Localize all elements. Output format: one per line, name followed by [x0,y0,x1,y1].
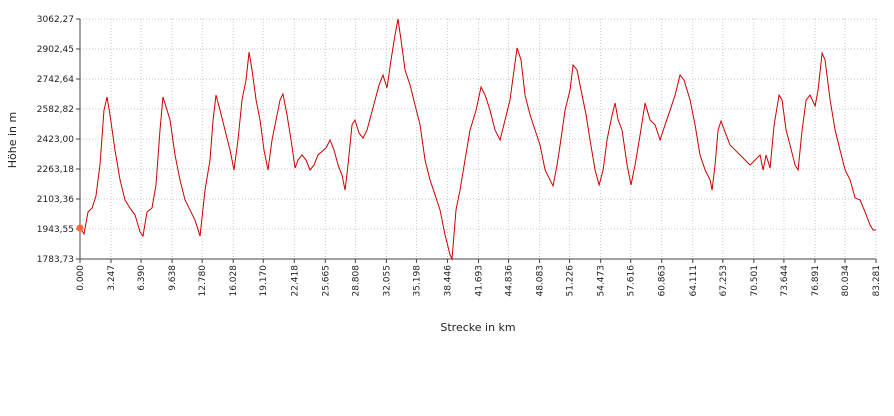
position-marker [76,224,84,232]
x-tick-label: 38.446 [443,265,453,297]
y-tick-label: 2742,64 [37,75,74,85]
x-tick-label: 32.055 [382,265,392,297]
x-tick-label: 35.198 [412,265,422,297]
x-axis-title: Strecke in km [440,321,515,334]
y-tick-label: 2582,82 [37,105,74,115]
y-axis-title: Höhe in m [6,112,19,168]
x-tick-label: 6.390 [137,265,147,291]
x-tick-label: 25.665 [321,265,331,297]
y-tick-label: 3062,27 [37,15,74,25]
x-tick-label: 67.253 [719,265,729,297]
x-tick-label: 70.501 [750,265,760,297]
x-tick-label: 51.226 [566,265,576,297]
x-tick-label: 57.616 [627,265,637,297]
y-tick-label: 1783,73 [37,255,74,265]
x-tick-label: 3.247 [107,265,117,291]
x-tick-label: 60.863 [658,265,668,297]
x-tick-label: 9.638 [168,265,178,291]
y-tick-label: 1943,55 [37,225,74,235]
x-tick-label: 73.644 [780,265,790,297]
x-tick-label: 48.083 [536,265,546,297]
x-tick-label: 76.891 [811,265,821,297]
y-tick-label: 2423,00 [37,135,74,145]
elevation-line [79,18,876,261]
x-tick-label: 28.808 [351,265,361,297]
x-tick-label: 54.473 [597,265,607,297]
y-tick-label: 2902,45 [37,45,74,55]
y-tick-label: 2103,36 [37,195,74,205]
x-tick-label: 12.780 [198,265,208,297]
y-tick-label: 2263,18 [37,165,74,175]
x-tick-label: 41.693 [475,265,485,297]
x-tick-label: 83.281 [872,265,882,297]
x-tick-label: 22.418 [290,265,300,297]
x-tick-label: 64.111 [689,265,699,297]
x-tick-label: 44.836 [505,265,515,297]
x-tick-label: 16.028 [229,265,239,297]
x-tick-label: 19.170 [259,265,269,297]
x-tick-label: 0.000 [76,265,86,291]
x-tick-label: 80.034 [841,265,851,297]
